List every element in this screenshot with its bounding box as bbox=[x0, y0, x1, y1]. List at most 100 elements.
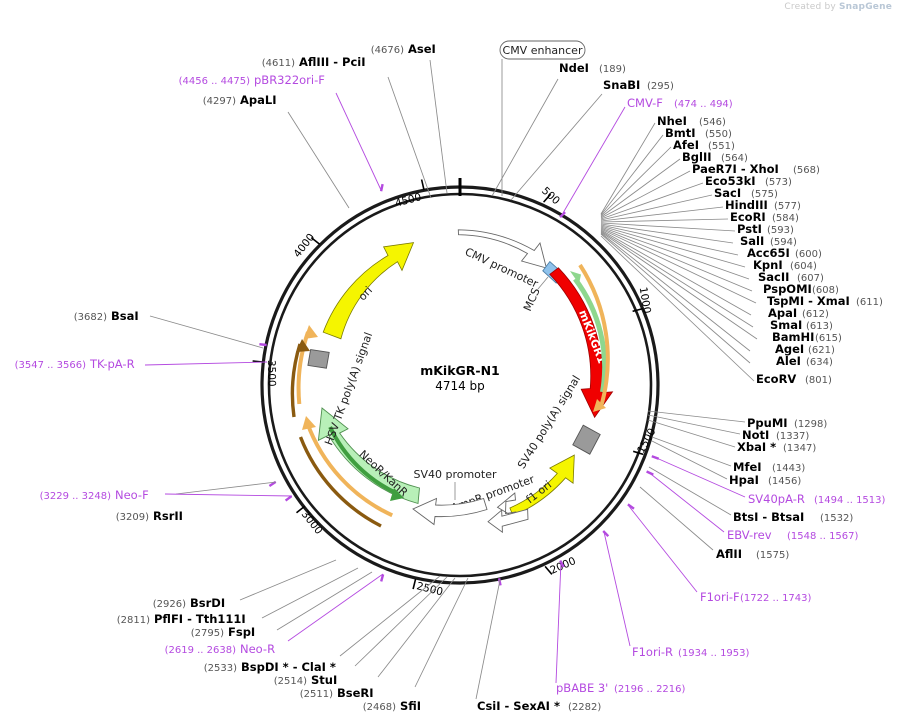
label-pflfi-tth111i[interactable]: (2811) PflFI - Tth111I bbox=[117, 612, 246, 626]
enzyme-name: ApaLI bbox=[240, 93, 277, 107]
enzyme-name: CsiI - SexAI * bbox=[477, 699, 560, 713]
label-pspomi[interactable]: PspOMI (608) bbox=[763, 282, 839, 296]
enzyme-name: RsrII bbox=[153, 509, 183, 523]
label-xbai[interactable]: XbaI * (1347) bbox=[737, 440, 816, 454]
label-apai[interactable]: ApaI (612) bbox=[768, 306, 829, 320]
label-aflii-pcii[interactable]: (4611) AflIII - PciI bbox=[262, 55, 366, 69]
label-hpai[interactable]: HpaI (1456) bbox=[729, 473, 801, 487]
tick-label: 1000 bbox=[637, 286, 653, 314]
label-kpni[interactable]: KpnI (604) bbox=[753, 258, 817, 272]
label-aflii[interactable]: AflII (1575) bbox=[716, 547, 789, 561]
enzyme-name: Acc65I bbox=[747, 246, 790, 260]
position: (577) bbox=[774, 201, 801, 212]
position: (612) bbox=[802, 309, 829, 320]
enzyme-name: NdeI bbox=[559, 61, 589, 75]
label-apali[interactable]: (4297) ApaLI bbox=[203, 93, 277, 107]
label-agei[interactable]: AgeI (621) bbox=[775, 342, 835, 356]
label-bsai[interactable]: (3682) BsaI bbox=[74, 309, 139, 323]
tick-2000: 2000 bbox=[544, 555, 578, 577]
label-noti[interactable]: NotI (1337) bbox=[742, 428, 809, 442]
feature-label-hsv-tk-polya: HSV TK poly(A) signal bbox=[322, 331, 375, 447]
label-bsrdi[interactable]: (2926) BsrDI bbox=[153, 596, 225, 610]
position: (2619 .. 2638) bbox=[165, 645, 237, 656]
position: (1347) bbox=[783, 443, 816, 454]
label-bseri[interactable]: (2511) BseRI bbox=[300, 686, 374, 700]
enzyme-name: HpaI bbox=[729, 473, 759, 487]
label-bspdi-clai[interactable]: (2533) BspDI * - ClaI * bbox=[204, 660, 336, 674]
label-ndei[interactable]: NdeI (189) bbox=[559, 61, 626, 75]
position: (1722 .. 1743) bbox=[740, 593, 812, 604]
label-tspmi-xmai[interactable]: TspMI - XmaI (611) bbox=[767, 294, 883, 308]
cds-arrow-orange-right bbox=[578, 263, 610, 412]
position: (550) bbox=[705, 129, 732, 140]
label-paer7i-xhoi[interactable]: PaeR7I - XhoI (568) bbox=[692, 162, 820, 176]
position: (634) bbox=[806, 357, 833, 368]
enzyme-name: NheI bbox=[657, 114, 687, 128]
label-fspi[interactable]: (2795) FspI bbox=[191, 625, 255, 639]
label-neo-r[interactable]: (2619 .. 2638) Neo-R bbox=[165, 642, 276, 656]
position: (4297) bbox=[203, 96, 236, 107]
label-rsrii[interactable]: (3209) RsrII bbox=[116, 509, 183, 523]
position: (546) bbox=[699, 117, 726, 128]
label-ecorv[interactable]: EcoRV (801) bbox=[756, 372, 832, 386]
position: (3682) bbox=[74, 312, 107, 323]
label-group-top-left: (4676) AseI (4611) AflIII - PciI (4456 .… bbox=[179, 42, 436, 107]
tick-label: 3000 bbox=[299, 508, 325, 536]
label-acc65i[interactable]: Acc65I (600) bbox=[747, 246, 822, 260]
leaders-top-left bbox=[287, 59, 448, 209]
label-smai[interactable]: SmaI (613) bbox=[770, 318, 833, 332]
label-sv40pa-r[interactable]: SV40pA-R (1494 .. 1513) bbox=[748, 492, 886, 506]
position: (1532) bbox=[820, 513, 853, 524]
position: (1337) bbox=[776, 431, 809, 442]
label-btsi-btsai[interactable]: BtsI - BtsaI (1532) bbox=[733, 510, 853, 524]
enzyme-name: PpuMI bbox=[747, 416, 788, 430]
position: (1494 .. 1513) bbox=[814, 495, 886, 506]
label-nhei[interactable]: NheI (546) bbox=[657, 114, 726, 128]
enzyme-name: EcoRV bbox=[756, 372, 796, 386]
label-tk-pa-r[interactable]: (3547 .. 3566) TK-pA-R bbox=[15, 357, 135, 371]
enzyme-name: KpnI bbox=[753, 258, 783, 272]
label-ebv-rev[interactable]: EBV-rev (1548 .. 1567) bbox=[727, 528, 859, 542]
tick-1000: 1000 bbox=[632, 286, 653, 314]
label-stui[interactable]: (2514) StuI bbox=[274, 673, 338, 687]
label-ecori[interactable]: EcoRI (584) bbox=[730, 210, 799, 224]
position: (593) bbox=[767, 225, 794, 236]
snapgene-watermark: Created by SnapGene bbox=[784, 2, 892, 12]
label-neo-f[interactable]: (3229 .. 3248) Neo-F bbox=[40, 488, 149, 502]
primer-name: CMV-F bbox=[627, 96, 663, 110]
label-hindiii[interactable]: HindIII (577) bbox=[725, 198, 801, 212]
label-ppumi[interactable]: PpuMI (1298) bbox=[747, 416, 827, 430]
label-snabi[interactable]: SnaBI (295) bbox=[603, 78, 674, 92]
enzyme-name: AfeI bbox=[673, 138, 699, 152]
label-afei[interactable]: AfeI (551) bbox=[673, 138, 735, 152]
label-mfei[interactable]: MfeI (1443) bbox=[733, 460, 805, 474]
label-sali[interactable]: SalI (594) bbox=[740, 234, 797, 248]
label-cmv-f[interactable]: CMV-F (474 .. 494) bbox=[627, 96, 733, 110]
ori-arrow-dark-lower bbox=[298, 436, 382, 528]
position: (1934 .. 1953) bbox=[678, 648, 750, 659]
label-bglii[interactable]: BglII (564) bbox=[682, 150, 748, 164]
cds-arrow-green bbox=[570, 271, 608, 393]
label-alei[interactable]: AleI (634) bbox=[776, 354, 833, 368]
feature-label-cmv-enhancer: CMV enhancer bbox=[503, 44, 583, 57]
label-bmti[interactable]: BmtI (550) bbox=[665, 126, 732, 140]
label-psti[interactable]: PstI (593) bbox=[737, 222, 794, 236]
label-csii-sexai[interactable]: CsiI - SexAI * (2282) bbox=[477, 699, 601, 713]
label-pbabe-3[interactable]: pBABE 3' (2196 .. 2216) bbox=[556, 681, 686, 695]
primer-name: Neo-F bbox=[115, 488, 149, 502]
label-sacii[interactable]: SacII (607) bbox=[758, 270, 824, 284]
label-bamhi[interactable]: BamHI (615) bbox=[772, 330, 842, 344]
label-sfii[interactable]: (2468) SfiI bbox=[363, 699, 421, 713]
label-f1ori-f[interactable]: F1ori-F (1722 .. 1743) bbox=[700, 590, 812, 604]
label-asei[interactable]: (4676) AseI bbox=[371, 42, 436, 56]
label-eco53ki[interactable]: Eco53kI (573) bbox=[705, 174, 792, 188]
tick-1500: 1500 bbox=[632, 426, 659, 455]
enzyme-name: EcoRI bbox=[730, 210, 766, 224]
position: (584) bbox=[772, 213, 799, 224]
primer-name: pBABE 3' bbox=[556, 681, 608, 695]
label-f1ori-r[interactable]: F1ori-R (1934 .. 1953) bbox=[632, 645, 750, 659]
label-group-top-center: NdeI (189) SnaBI (295) bbox=[559, 61, 674, 92]
label-saci[interactable]: SacI (575) bbox=[714, 186, 778, 200]
enzyme-name: AgeI bbox=[775, 342, 804, 356]
label-pbr322ori-f[interactable]: (4456 .. 4475) pBR322ori-F bbox=[179, 73, 325, 87]
